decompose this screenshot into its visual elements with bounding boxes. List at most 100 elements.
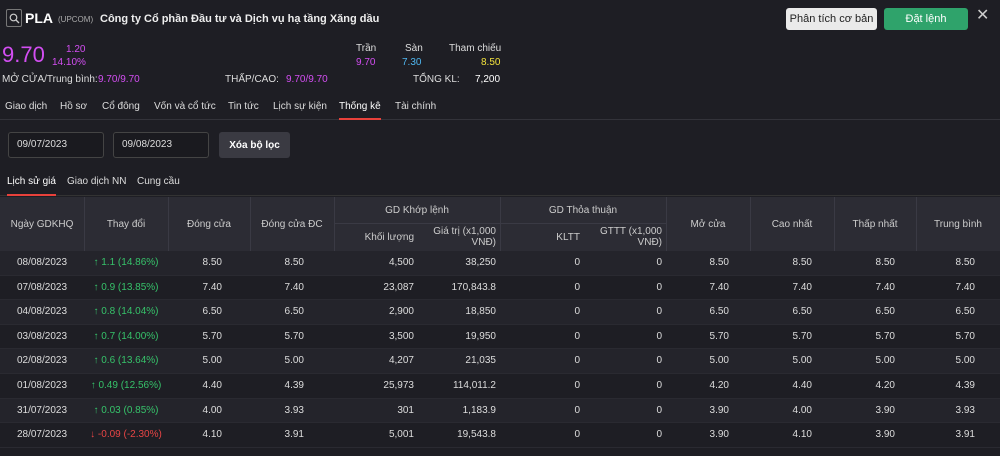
total-volume-label: TỔNG KL: xyxy=(413,74,460,85)
col-group-deal: GD Thỏa thuận xyxy=(548,204,618,216)
low-high-label: THẤP/CAO: xyxy=(225,74,279,85)
cell-matched-value: 114,011.2 xyxy=(452,379,496,391)
tab-news[interactable]: Tin tức xyxy=(228,101,259,112)
change-value: 0.7 (14.00%) xyxy=(101,330,159,342)
from-date-input[interactable]: 09/07/2023 xyxy=(8,132,104,158)
col-deal-volume[interactable]: KLTT xyxy=(556,231,580,243)
cell-matched-value: 1,183.9 xyxy=(462,404,496,416)
cell-adj-close: 6.50 xyxy=(284,306,304,318)
col-deal-value[interactable]: GTTT (x1,000 VNĐ) xyxy=(599,226,662,248)
cell-deal-value: 0 xyxy=(656,257,662,268)
cell-adj-close: 5.70 xyxy=(284,330,304,342)
reference-label: Tham chiếu xyxy=(449,43,502,54)
cell-change: ↑ 0.8 (14.04%) xyxy=(84,300,168,324)
tab-shareholders[interactable]: Cổ đông xyxy=(102,101,140,112)
col-change[interactable]: Thay đổi xyxy=(106,218,146,230)
cell-deal-volume: 0 xyxy=(574,306,580,318)
main-tabs: Giao dịch Hồ sơ Cổ đông Vốn và cổ tức Ti… xyxy=(0,98,1000,120)
cell-deal-volume: 0 xyxy=(574,330,580,342)
col-matched-volume[interactable]: Khối lượng xyxy=(364,231,414,243)
cell-change: ↑ 0.7 (14.00%) xyxy=(84,325,168,349)
stock-header: PLA (UPCOM) Công ty Cổ phần Đầu tư và Dị… xyxy=(0,0,1000,100)
cell-date: 01/08/2023 xyxy=(16,379,68,391)
cell-deal-volume: 0 xyxy=(574,379,580,391)
table-row[interactable]: 07/08/2023 ↑ 0.9 (13.85%) 7.40 7.40 23,087 17… xyxy=(0,275,1000,301)
col-average[interactable]: Trung bình xyxy=(934,218,982,230)
table-row[interactable]: 08/08/2023 ↑ 1.1 (14.86%) 8.50 8.50 4,500 38,… xyxy=(0,251,1000,276)
table-row[interactable]: 28/07/2023 ↓ -0.09 (-2.30%) 4.10 3.91 5,001 1… xyxy=(0,423,1000,448)
col-matched-value[interactable]: Giá trị (x1,000 VNĐ) xyxy=(433,226,496,248)
cell-open: 8.50 xyxy=(709,257,729,268)
change-value: 1.1 (14.86%) xyxy=(101,257,159,268)
cell-date: 02/08/2023 xyxy=(16,355,68,367)
subtab-price-history[interactable]: Lịch sử giá xyxy=(7,176,56,196)
table-row[interactable]: 31/07/2023 ↑ 0.03 (0.85%) 4.00 3.93 301 1,183… xyxy=(0,398,1000,424)
cell-matched-volume: 301 xyxy=(397,404,414,416)
cell-adj-close: 5.00 xyxy=(284,355,304,367)
table-row[interactable]: 01/08/2023 ↑ 0.49 (12.56%) 4.40 4.39 25,973 1… xyxy=(0,373,1000,399)
table-row[interactable]: 04/08/2023 ↑ 0.8 (14.04%) 6.50 6.50 2,900 18,… xyxy=(0,300,1000,325)
arrow-down-icon: ↓ xyxy=(90,429,98,441)
arrow-up-icon: ↑ xyxy=(93,257,102,268)
tab-profile[interactable]: Hồ sơ xyxy=(60,101,88,112)
cell-matched-volume: 23,087 xyxy=(383,281,414,293)
cell-low: 7.40 xyxy=(875,281,895,293)
cell-matched-volume: 4,500 xyxy=(388,257,414,268)
col-high[interactable]: Cao nhất xyxy=(771,218,813,230)
change-value: -0.09 (-2.30%) xyxy=(97,429,162,441)
cell-matched-volume: 25,973 xyxy=(383,379,414,391)
cell-deal-value: 0 xyxy=(656,429,662,441)
cell-average: 5.70 xyxy=(955,330,975,342)
cell-open: 5.00 xyxy=(709,355,729,367)
col-close[interactable]: Đóng cửa xyxy=(187,218,231,230)
cell-deal-value: 0 xyxy=(656,281,662,293)
search-icon[interactable] xyxy=(6,9,22,27)
cell-average: 8.50 xyxy=(955,257,975,268)
cell-high: 5.00 xyxy=(792,355,812,367)
arrow-up-icon: ↑ xyxy=(93,404,102,416)
cell-close: 5.70 xyxy=(202,330,222,342)
cell-deal-volume: 0 xyxy=(574,429,580,441)
cell-average: 5.00 xyxy=(955,355,975,367)
cell-low: 3.90 xyxy=(875,429,895,441)
clear-filter-button[interactable]: Xóa bộ lọc xyxy=(219,132,290,158)
company-name: Công ty Cổ phần Đầu tư và Dịch vụ hạ tần… xyxy=(100,13,380,25)
ceiling-label: Trần xyxy=(356,43,377,54)
tab-financials[interactable]: Tài chính xyxy=(395,101,437,112)
cell-matched-volume: 2,900 xyxy=(388,306,414,318)
change-value: 0.9 (13.85%) xyxy=(101,281,159,293)
col-date[interactable]: Ngày GDKHQ xyxy=(10,218,74,230)
cell-open: 5.70 xyxy=(709,330,729,342)
subtab-supply-demand[interactable]: Cung cầu xyxy=(137,176,180,187)
table-row[interactable]: 03/08/2023 ↑ 0.7 (14.00%) 5.70 5.70 3,500 19,… xyxy=(0,324,1000,350)
tab-capital-dividend[interactable]: Vốn và cổ tức xyxy=(154,101,216,112)
place-order-button[interactable]: Đặt lệnh xyxy=(884,8,968,30)
col-low[interactable]: Thấp nhất xyxy=(852,218,898,230)
cell-close: 7.40 xyxy=(202,281,222,293)
subtab-foreign-trading[interactable]: Giao dịch NN xyxy=(67,176,127,187)
cell-high: 5.70 xyxy=(792,330,812,342)
to-date-input[interactable]: 09/08/2023 xyxy=(113,132,209,158)
cell-deal-value: 0 xyxy=(656,404,662,416)
current-price: 9.70 xyxy=(2,42,45,67)
cell-adj-close: 8.50 xyxy=(284,257,304,268)
tab-statistics[interactable]: Thống kê xyxy=(339,101,381,120)
col-open[interactable]: Mở cửa xyxy=(690,218,726,230)
ticker-symbol: PLA xyxy=(25,10,53,26)
col-adj-close[interactable]: Đóng cửa ĐC xyxy=(261,218,323,230)
cell-low: 4.20 xyxy=(875,379,895,391)
cell-high: 4.40 xyxy=(792,379,812,391)
table-row[interactable]: 02/08/2023 ↑ 0.6 (13.64%) 5.00 5.00 4,207 21,… xyxy=(0,349,1000,374)
table-header: Ngày GDKHQ Thay đổi Đóng cửa Đóng cửa ĐC… xyxy=(0,197,1000,251)
cell-change: ↑ 0.9 (13.85%) xyxy=(84,276,168,300)
cell-matched-volume: 3,500 xyxy=(388,330,414,342)
cell-close: 4.00 xyxy=(202,404,222,416)
analysis-button[interactable]: Phân tích cơ bản xyxy=(786,8,877,30)
tab-trading[interactable]: Giao dịch xyxy=(5,101,48,112)
cell-deal-value: 0 xyxy=(656,379,662,391)
arrow-up-icon: ↑ xyxy=(93,355,102,367)
close-icon[interactable]: ✕ xyxy=(976,7,990,24)
cell-close: 8.50 xyxy=(202,257,222,268)
cell-matched-volume: 4,207 xyxy=(388,355,414,367)
tab-events[interactable]: Lịch sự kiện xyxy=(273,101,327,112)
